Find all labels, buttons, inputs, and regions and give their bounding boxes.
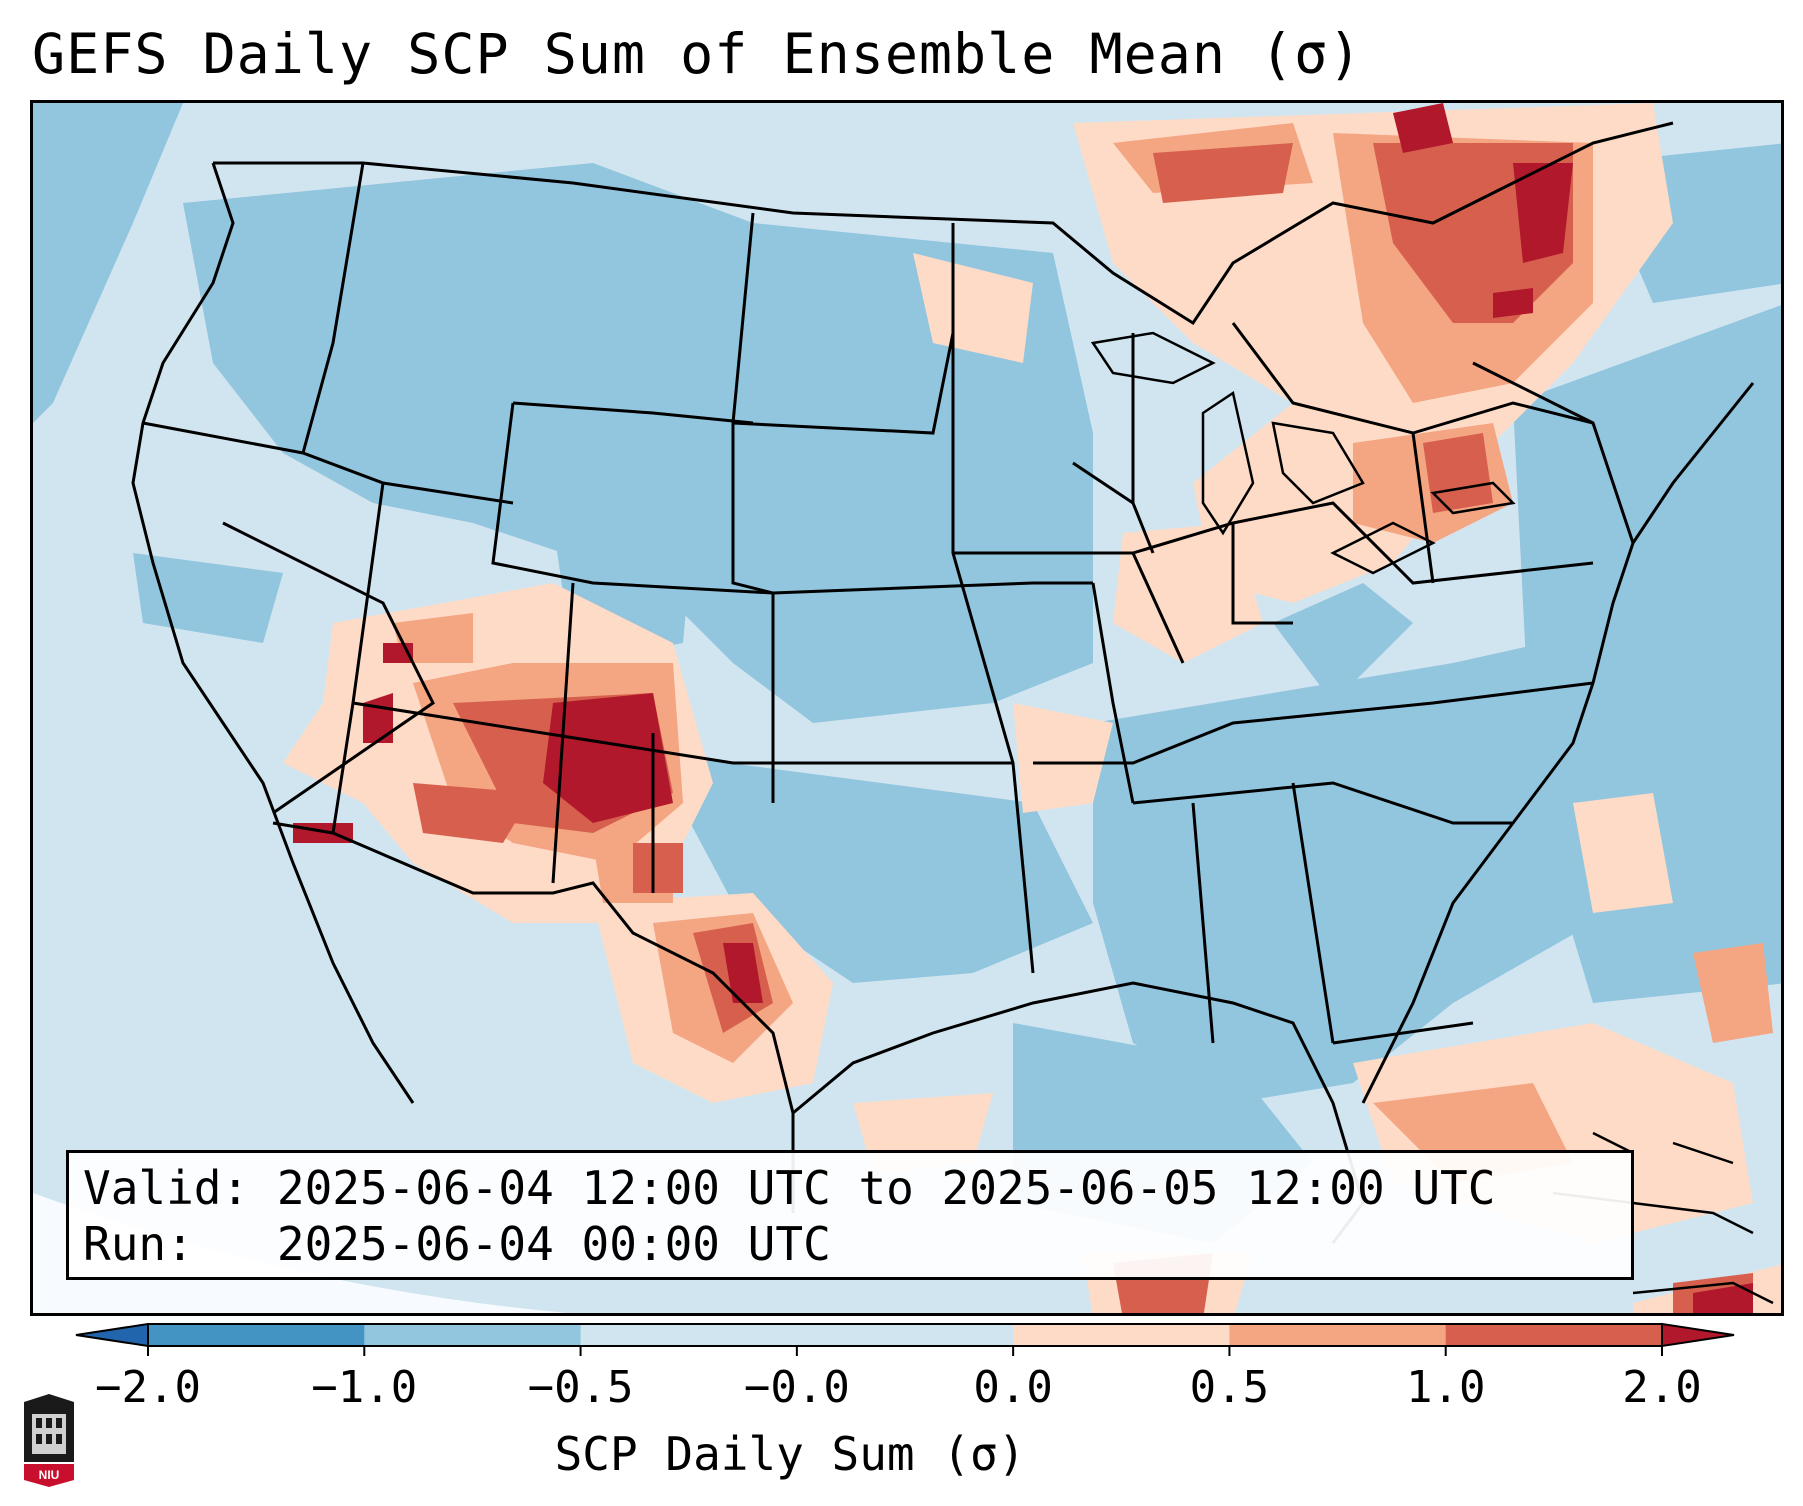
- colorbar-tick-label: 0.0: [973, 1362, 1053, 1413]
- lake-superior: [1090, 331, 1216, 385]
- colorbar-segment: [1229, 1324, 1447, 1346]
- colorbar-segment: [364, 1324, 582, 1346]
- colorbar-tick-label: −0.0: [743, 1362, 850, 1413]
- colorbar-tick-label: −1.0: [311, 1362, 418, 1413]
- lake-huron: [1271, 421, 1365, 505]
- west-coastline: [131, 162, 415, 1104]
- colorbar-extend-low: [75, 1322, 149, 1348]
- colorbar-tick-label: 1.0: [1405, 1362, 1486, 1413]
- canada-border: [213, 121, 1674, 326]
- niu-logo-icon: NIU: [24, 1394, 74, 1487]
- colorbar-label: SCP Daily Sum (σ): [554, 1427, 1026, 1481]
- colorbar-segment: [1013, 1324, 1230, 1346]
- lake-ontario: [1430, 481, 1516, 515]
- map-canvas: [33, 103, 1781, 1313]
- run-label: Run:: [83, 1217, 194, 1271]
- valid-run-info-box: Valid: 2025-06-04 12:00 UTC to 2025-06-0…: [66, 1150, 1634, 1280]
- field-dark-red: [293, 103, 1753, 1313]
- valid-value: 2025-06-04 12:00 UTC to 2025-06-05 12:00…: [276, 1161, 1496, 1215]
- colorbar-segment: [1445, 1324, 1663, 1346]
- colorbar-tick-label: 2.0: [1622, 1362, 1702, 1413]
- lake-michigan: [1201, 390, 1255, 536]
- run-value: 2025-06-04 00:00 UTC: [276, 1217, 831, 1271]
- lake-erie: [1330, 521, 1436, 575]
- logo-text: NIU: [39, 1468, 60, 1482]
- colorbar-extend-high: [1661, 1322, 1735, 1348]
- colorbar-segment: [580, 1324, 798, 1346]
- colorbar-tick-label: −0.5: [527, 1362, 634, 1413]
- valid-label: Valid:: [83, 1161, 250, 1215]
- colorbar-segment: [796, 1324, 1014, 1346]
- colorbar-tick-label: −2.0: [95, 1362, 201, 1413]
- mexico-border: [272, 821, 795, 1213]
- colorbar-tick-label: 0.5: [1189, 1362, 1270, 1413]
- great-lakes: [1090, 331, 1516, 575]
- valid-row: Valid: 2025-06-04 12:00 UTC to 2025-06-0…: [83, 1161, 1495, 1215]
- map-title: GEFS Daily SCP Sum of Ensemble Mean (σ): [32, 22, 1363, 86]
- map-panel: [30, 100, 1784, 1316]
- colorbar-segment: [148, 1324, 365, 1346]
- projection-edge: [33, 1193, 568, 1313]
- run-row: Run: 2025-06-04 00:00 UTC: [83, 1217, 831, 1271]
